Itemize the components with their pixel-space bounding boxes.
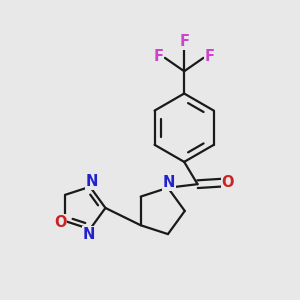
- Text: N: N: [163, 175, 175, 190]
- Text: F: F: [179, 34, 189, 49]
- Text: N: N: [85, 174, 98, 189]
- Text: F: F: [205, 50, 215, 64]
- Text: O: O: [222, 175, 234, 190]
- Text: O: O: [54, 215, 67, 230]
- Text: F: F: [153, 50, 163, 64]
- Text: N: N: [82, 227, 95, 242]
